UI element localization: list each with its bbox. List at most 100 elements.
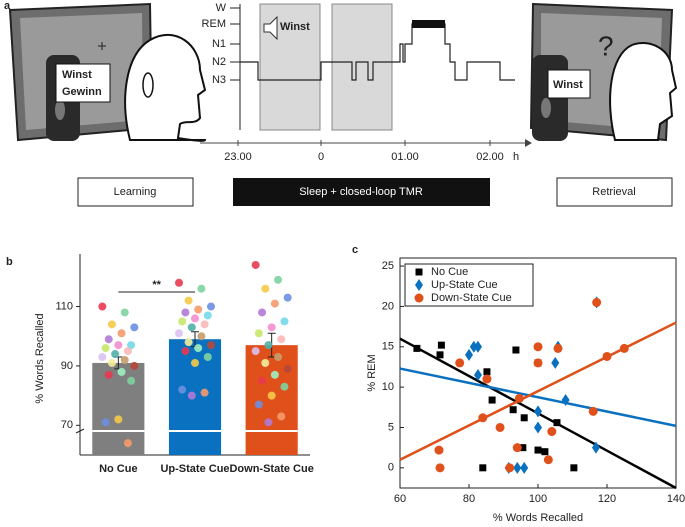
rem-block bbox=[412, 20, 445, 28]
time-unit: h bbox=[513, 151, 519, 163]
y-tick-label: 90 bbox=[61, 360, 73, 372]
data-point bbox=[478, 413, 488, 423]
arrow-head bbox=[525, 139, 532, 147]
data-point bbox=[488, 396, 496, 404]
data-point bbox=[181, 347, 190, 356]
data-point bbox=[203, 311, 212, 320]
data-point bbox=[561, 394, 570, 407]
y-tick-label: 10 bbox=[382, 381, 394, 393]
hypnogram bbox=[240, 23, 515, 81]
x-tick-label: 120 bbox=[598, 493, 616, 505]
data-point bbox=[178, 385, 187, 394]
data-point bbox=[117, 329, 126, 338]
data-point bbox=[104, 335, 113, 344]
data-point bbox=[175, 329, 183, 338]
data-point bbox=[513, 461, 522, 474]
data-point bbox=[473, 369, 482, 382]
data-point bbox=[274, 353, 283, 362]
data-point bbox=[534, 446, 542, 454]
data-point bbox=[413, 344, 421, 352]
bar bbox=[92, 362, 145, 455]
word-card bbox=[547, 69, 591, 99]
data-point bbox=[191, 314, 199, 323]
phase-box bbox=[233, 178, 490, 206]
bar bbox=[245, 345, 298, 455]
phase-label: Retrieval bbox=[592, 186, 635, 198]
data-point bbox=[465, 348, 473, 361]
data-point bbox=[435, 463, 445, 473]
data-point bbox=[592, 297, 602, 307]
learning-word: Gewinn bbox=[62, 86, 102, 98]
data-point bbox=[534, 405, 542, 418]
data-point bbox=[194, 344, 203, 353]
data-point bbox=[534, 421, 542, 434]
data-point bbox=[130, 323, 139, 332]
time-label: 02.00 bbox=[476, 151, 504, 163]
data-point bbox=[175, 278, 183, 287]
axis-break bbox=[75, 428, 85, 434]
data-point bbox=[130, 361, 139, 370]
x-axis-label: % Words Recalled bbox=[493, 512, 583, 524]
data-point bbox=[104, 370, 113, 379]
data-point bbox=[619, 343, 629, 353]
data-point bbox=[261, 284, 270, 293]
data-point bbox=[107, 358, 116, 367]
data-point bbox=[191, 358, 199, 367]
data-point bbox=[117, 367, 126, 376]
data-point bbox=[520, 461, 529, 474]
data-point bbox=[277, 335, 286, 344]
data-point bbox=[258, 376, 267, 385]
time-label: 23.00 bbox=[224, 151, 252, 163]
data-point bbox=[570, 464, 578, 472]
data-point bbox=[111, 350, 120, 359]
data-point bbox=[101, 418, 110, 427]
data-point bbox=[512, 346, 520, 354]
data-point bbox=[184, 338, 193, 347]
data-point bbox=[482, 374, 492, 384]
data-point bbox=[551, 356, 560, 369]
y-tick-label: 5 bbox=[388, 421, 394, 433]
data-point bbox=[455, 358, 465, 368]
y-tick-label: 0 bbox=[388, 462, 394, 474]
data-point bbox=[254, 400, 263, 409]
legend-label: No Cue bbox=[431, 266, 468, 278]
y-axis-label: % Words Recalled bbox=[34, 313, 46, 403]
legend-marker bbox=[414, 293, 424, 303]
cue-word: Winst bbox=[280, 21, 310, 33]
x-tick-label: Up-State Cue bbox=[160, 463, 229, 475]
word-card bbox=[55, 63, 111, 103]
data-point bbox=[264, 341, 273, 350]
x-tick-label: 140 bbox=[667, 493, 685, 505]
data-point bbox=[495, 422, 505, 432]
data-point bbox=[514, 393, 524, 403]
y-axis-label: % REM bbox=[366, 354, 378, 391]
phase-box bbox=[77, 177, 194, 207]
data-point bbox=[101, 344, 110, 353]
data-point bbox=[588, 406, 598, 416]
data-point bbox=[254, 329, 263, 338]
legend-marker bbox=[415, 268, 423, 276]
phase-label: Sleep + closed-loop TMR bbox=[299, 186, 423, 198]
data-point bbox=[270, 370, 279, 379]
panel-label: c bbox=[352, 244, 358, 256]
data-point bbox=[194, 305, 203, 314]
data-point bbox=[178, 317, 187, 326]
data-point bbox=[469, 340, 478, 353]
legend-label: Up-State Cue bbox=[431, 279, 498, 291]
panel-label: b bbox=[6, 256, 13, 268]
stage-label: W bbox=[216, 2, 227, 14]
data-point bbox=[280, 382, 289, 391]
data-point bbox=[541, 448, 549, 456]
data-point bbox=[187, 323, 196, 332]
data-point bbox=[533, 342, 543, 352]
data-point bbox=[197, 332, 206, 341]
question-mark: ? bbox=[598, 30, 614, 61]
fit-line bbox=[399, 367, 677, 428]
data-point bbox=[267, 323, 276, 332]
data-point bbox=[203, 353, 212, 362]
data-point bbox=[197, 284, 206, 293]
data-point bbox=[114, 341, 123, 350]
x-tick-label: 60 bbox=[394, 493, 406, 505]
stage-label: N1 bbox=[212, 38, 226, 50]
